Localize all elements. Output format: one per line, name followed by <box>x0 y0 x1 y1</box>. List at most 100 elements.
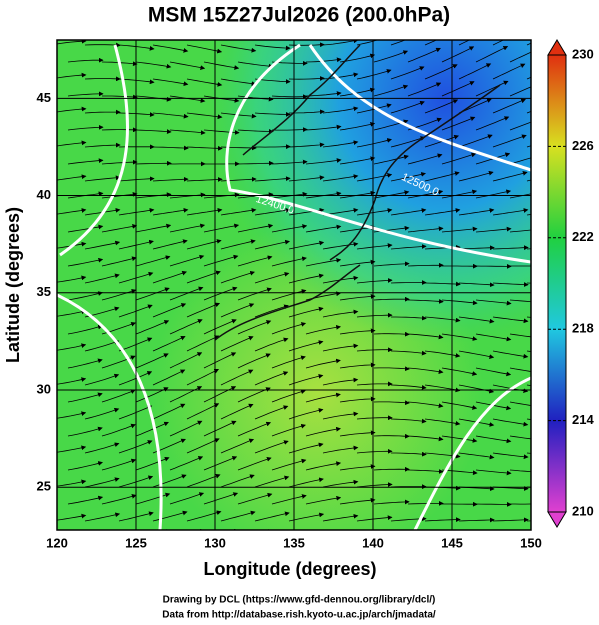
streamline <box>220 474 255 488</box>
streamline <box>57 106 87 113</box>
streamline <box>152 207 189 216</box>
streamline <box>271 355 306 369</box>
streamline <box>288 340 324 352</box>
streamline <box>57 72 87 79</box>
streamline <box>475 46 509 63</box>
streamline <box>322 513 359 522</box>
streamline <box>135 95 172 102</box>
streamline <box>135 353 169 369</box>
x-axis-label: Longitude (degrees) <box>203 559 376 579</box>
streamline <box>254 405 289 420</box>
streamline <box>458 452 495 460</box>
streamline <box>407 47 441 63</box>
streamline <box>458 245 495 251</box>
streamline <box>67 392 103 403</box>
streamline <box>373 84 409 97</box>
streamline <box>271 423 306 437</box>
streamline <box>288 477 324 488</box>
streamline <box>441 367 478 376</box>
streamline <box>237 320 272 335</box>
streamline <box>390 40 407 46</box>
streamline <box>186 369 220 386</box>
streamline <box>220 403 254 420</box>
streamline <box>441 226 478 233</box>
x-tick-label: 125 <box>125 535 147 550</box>
streamline <box>220 44 257 53</box>
colorbar-label: 230 <box>572 46 594 61</box>
streamline <box>356 243 393 250</box>
streamline <box>169 386 203 403</box>
streamline <box>237 61 274 69</box>
streamline <box>203 223 240 233</box>
streamline <box>390 244 427 250</box>
streamline <box>203 319 237 335</box>
contour <box>59 44 129 257</box>
streamline <box>152 303 187 318</box>
streamline <box>271 94 308 100</box>
streamline <box>203 254 239 267</box>
streamline <box>475 116 510 131</box>
streamline <box>254 337 289 352</box>
streamline <box>492 245 529 251</box>
streamline <box>101 494 137 505</box>
streamline <box>84 142 121 148</box>
streamline <box>254 304 289 318</box>
streamline <box>306 532 341 538</box>
y-tick-label: 45 <box>37 90 51 105</box>
y-tick-label: 40 <box>37 187 51 202</box>
streamline <box>339 396 376 403</box>
streamline <box>199 528 205 530</box>
streamline <box>339 497 376 505</box>
streamline <box>492 208 529 216</box>
streamline <box>424 208 461 216</box>
streamline <box>475 80 509 97</box>
streamline <box>186 44 223 54</box>
streamline <box>220 438 255 454</box>
streamline <box>169 223 206 233</box>
streamline <box>373 296 410 302</box>
streamline <box>135 255 171 267</box>
streamline <box>492 517 529 523</box>
streamline <box>441 469 478 476</box>
y-tick-label: 30 <box>37 381 51 396</box>
streamline <box>475 226 512 233</box>
streamline <box>407 153 443 165</box>
streamline <box>254 239 290 250</box>
streamline <box>492 316 529 324</box>
streamline <box>407 333 444 340</box>
streamline <box>169 61 206 70</box>
streamline <box>390 418 427 424</box>
streamline <box>322 377 359 386</box>
streamline <box>288 512 325 522</box>
colorbar-label: 226 <box>572 138 594 153</box>
streamline <box>203 492 239 505</box>
streamline <box>288 306 324 318</box>
streamline <box>322 309 359 318</box>
streamline <box>57 309 87 317</box>
streamline <box>84 373 120 386</box>
streamline <box>339 430 376 437</box>
streamline <box>305 124 342 131</box>
streamline <box>407 82 442 97</box>
streamline <box>305 324 341 335</box>
streamline <box>544 534 579 538</box>
streamline <box>407 298 444 304</box>
streamline <box>152 78 189 87</box>
streamline <box>458 384 495 394</box>
streamline <box>67 91 104 97</box>
streamline <box>390 384 427 390</box>
streamline <box>254 176 291 182</box>
streamline <box>57 275 87 283</box>
streamline <box>373 433 410 439</box>
streamline <box>305 158 342 165</box>
y-tick-label: 25 <box>37 479 51 494</box>
streamline <box>186 78 223 87</box>
streamline <box>373 366 410 372</box>
streamline <box>441 189 478 199</box>
streamline <box>339 294 376 301</box>
streamline <box>67 324 103 335</box>
streamline <box>407 501 444 506</box>
streamline <box>356 69 392 80</box>
streamline <box>169 254 205 267</box>
streamline <box>84 42 121 48</box>
